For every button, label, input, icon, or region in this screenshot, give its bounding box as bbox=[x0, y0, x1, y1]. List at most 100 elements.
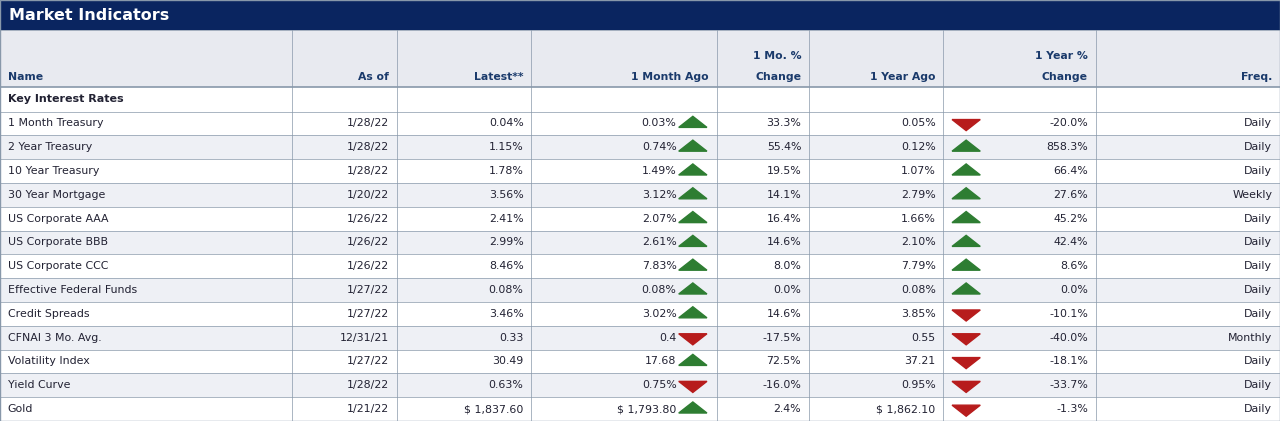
Bar bbox=[0, 231, 1280, 254]
Text: Daily: Daily bbox=[1244, 166, 1272, 176]
Bar bbox=[0, 30, 1280, 87]
Text: 0.08%: 0.08% bbox=[901, 285, 936, 295]
Text: 17.68: 17.68 bbox=[645, 357, 677, 367]
Text: 1/27/22: 1/27/22 bbox=[347, 357, 389, 367]
Text: Yield Curve: Yield Curve bbox=[8, 380, 70, 390]
Polygon shape bbox=[952, 120, 980, 131]
Text: As of: As of bbox=[358, 72, 389, 82]
Bar bbox=[0, 326, 1280, 349]
Text: Daily: Daily bbox=[1244, 237, 1272, 248]
Text: 858.3%: 858.3% bbox=[1046, 142, 1088, 152]
Text: 3.02%: 3.02% bbox=[641, 309, 677, 319]
Text: 1.78%: 1.78% bbox=[489, 166, 524, 176]
Text: 27.6%: 27.6% bbox=[1053, 190, 1088, 200]
Text: -18.1%: -18.1% bbox=[1050, 357, 1088, 367]
Polygon shape bbox=[952, 211, 980, 223]
Text: Daily: Daily bbox=[1244, 380, 1272, 390]
Bar bbox=[0, 349, 1280, 373]
Text: Weekly: Weekly bbox=[1233, 190, 1272, 200]
Text: 1/21/22: 1/21/22 bbox=[347, 404, 389, 414]
Text: Daily: Daily bbox=[1244, 404, 1272, 414]
Text: Latest**: Latest** bbox=[474, 72, 524, 82]
Text: 0.74%: 0.74% bbox=[641, 142, 677, 152]
Text: 55.4%: 55.4% bbox=[767, 142, 801, 152]
Text: 14.6%: 14.6% bbox=[767, 237, 801, 248]
Polygon shape bbox=[952, 405, 980, 416]
Text: 37.21: 37.21 bbox=[905, 357, 936, 367]
Text: 2.4%: 2.4% bbox=[773, 404, 801, 414]
Polygon shape bbox=[952, 283, 980, 294]
Text: Change: Change bbox=[1042, 72, 1088, 82]
Text: $ 1,793.80: $ 1,793.80 bbox=[617, 404, 677, 414]
Text: 2.41%: 2.41% bbox=[489, 214, 524, 224]
Text: 66.4%: 66.4% bbox=[1053, 166, 1088, 176]
Text: Daily: Daily bbox=[1244, 285, 1272, 295]
Text: 1.49%: 1.49% bbox=[641, 166, 677, 176]
Text: Daily: Daily bbox=[1244, 357, 1272, 367]
Text: -16.0%: -16.0% bbox=[763, 380, 801, 390]
Polygon shape bbox=[678, 381, 707, 392]
Text: 1 Month Ago: 1 Month Ago bbox=[631, 72, 709, 82]
Text: 1/27/22: 1/27/22 bbox=[347, 285, 389, 295]
Text: 3.12%: 3.12% bbox=[641, 190, 677, 200]
Polygon shape bbox=[678, 354, 707, 365]
Text: Daily: Daily bbox=[1244, 142, 1272, 152]
Text: US Corporate BBB: US Corporate BBB bbox=[8, 237, 108, 248]
Polygon shape bbox=[678, 116, 707, 128]
Bar bbox=[0, 0, 1280, 30]
Text: 0.0%: 0.0% bbox=[773, 285, 801, 295]
Text: -33.7%: -33.7% bbox=[1050, 380, 1088, 390]
Text: US Corporate CCC: US Corporate CCC bbox=[8, 261, 108, 271]
Polygon shape bbox=[952, 334, 980, 345]
Polygon shape bbox=[952, 357, 980, 369]
Text: -17.5%: -17.5% bbox=[763, 333, 801, 343]
Text: 1/28/22: 1/28/22 bbox=[347, 142, 389, 152]
Text: 1/28/22: 1/28/22 bbox=[347, 166, 389, 176]
Text: Monthly: Monthly bbox=[1228, 333, 1272, 343]
Polygon shape bbox=[678, 402, 707, 413]
Text: 1/26/22: 1/26/22 bbox=[347, 214, 389, 224]
Text: 14.1%: 14.1% bbox=[767, 190, 801, 200]
Text: US Corporate AAA: US Corporate AAA bbox=[8, 214, 109, 224]
Text: 0.63%: 0.63% bbox=[489, 380, 524, 390]
Text: 1.15%: 1.15% bbox=[489, 142, 524, 152]
Bar bbox=[0, 302, 1280, 326]
Text: 8.6%: 8.6% bbox=[1060, 261, 1088, 271]
Text: -40.0%: -40.0% bbox=[1050, 333, 1088, 343]
Text: 8.46%: 8.46% bbox=[489, 261, 524, 271]
Text: Effective Federal Funds: Effective Federal Funds bbox=[8, 285, 137, 295]
Text: 33.3%: 33.3% bbox=[767, 118, 801, 128]
Bar bbox=[0, 112, 1280, 136]
Text: 1 Mo. %: 1 Mo. % bbox=[753, 51, 801, 61]
Polygon shape bbox=[952, 235, 980, 246]
Text: 0.12%: 0.12% bbox=[901, 142, 936, 152]
Text: 19.5%: 19.5% bbox=[767, 166, 801, 176]
Text: 8.0%: 8.0% bbox=[773, 261, 801, 271]
Bar bbox=[0, 159, 1280, 183]
Text: 1 Year %: 1 Year % bbox=[1036, 51, 1088, 61]
Text: 1/26/22: 1/26/22 bbox=[347, 261, 389, 271]
Text: -10.1%: -10.1% bbox=[1050, 309, 1088, 319]
Text: 42.4%: 42.4% bbox=[1053, 237, 1088, 248]
Polygon shape bbox=[678, 235, 707, 246]
Polygon shape bbox=[678, 283, 707, 294]
Bar bbox=[0, 373, 1280, 397]
Polygon shape bbox=[678, 307, 707, 318]
Text: 3.46%: 3.46% bbox=[489, 309, 524, 319]
Polygon shape bbox=[678, 259, 707, 270]
Polygon shape bbox=[678, 334, 707, 345]
Text: 2.07%: 2.07% bbox=[641, 214, 677, 224]
Polygon shape bbox=[678, 188, 707, 199]
Text: 7.83%: 7.83% bbox=[641, 261, 677, 271]
Bar bbox=[0, 207, 1280, 231]
Text: -20.0%: -20.0% bbox=[1050, 118, 1088, 128]
Text: 0.55: 0.55 bbox=[911, 333, 936, 343]
Text: Daily: Daily bbox=[1244, 214, 1272, 224]
Polygon shape bbox=[678, 211, 707, 223]
Text: 0.33: 0.33 bbox=[499, 333, 524, 343]
Text: Gold: Gold bbox=[8, 404, 33, 414]
Text: 1/27/22: 1/27/22 bbox=[347, 309, 389, 319]
Bar bbox=[0, 183, 1280, 207]
Text: 1/28/22: 1/28/22 bbox=[347, 118, 389, 128]
Text: 0.08%: 0.08% bbox=[489, 285, 524, 295]
